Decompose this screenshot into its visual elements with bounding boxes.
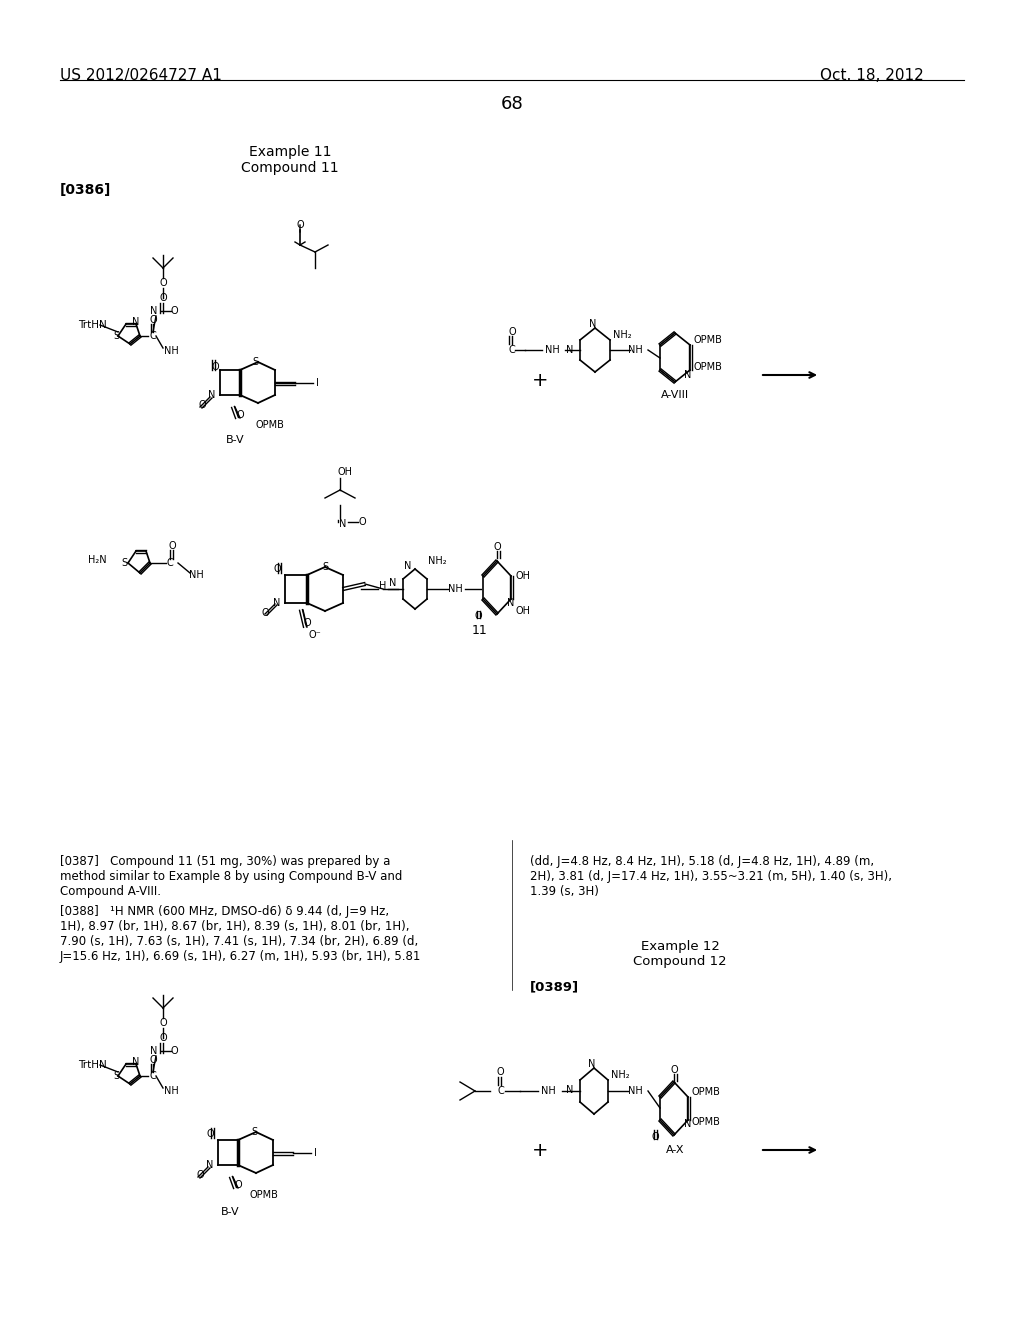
Text: O: O <box>651 1133 658 1142</box>
Text: O: O <box>508 327 516 337</box>
Text: O: O <box>273 564 281 574</box>
Text: N: N <box>507 598 515 609</box>
Text: N: N <box>132 1057 139 1067</box>
Text: N: N <box>151 306 158 315</box>
Text: NH: NH <box>628 1086 642 1096</box>
Text: O: O <box>358 517 366 527</box>
Text: N: N <box>132 317 139 327</box>
Text: O: O <box>296 220 304 230</box>
Text: O: O <box>159 293 167 304</box>
Text: O: O <box>237 411 244 420</box>
Text: 11: 11 <box>472 623 487 636</box>
Text: N: N <box>273 598 281 609</box>
Text: N: N <box>389 578 396 587</box>
Text: Example 11
Compound 11: Example 11 Compound 11 <box>242 145 339 176</box>
Text: S: S <box>252 356 258 367</box>
Text: (dd, J=4.8 Hz, 8.4 Hz, 1H), 5.18 (d, J=4.8 Hz, 1H), 4.89 (m,
2H), 3.81 (d, J=17.: (dd, J=4.8 Hz, 8.4 Hz, 1H), 5.18 (d, J=4… <box>530 855 892 898</box>
Text: TrtHN: TrtHN <box>78 319 106 330</box>
Text: O: O <box>303 618 311 628</box>
Text: O: O <box>159 1018 167 1028</box>
Text: O: O <box>494 543 501 552</box>
Text: NH: NH <box>188 570 204 579</box>
Text: I: I <box>315 378 318 388</box>
Text: N: N <box>589 1059 596 1069</box>
Text: OPMB: OPMB <box>250 1191 279 1200</box>
Text: H: H <box>379 581 387 591</box>
Text: S: S <box>113 1071 119 1081</box>
Text: O: O <box>168 541 176 550</box>
Text: N: N <box>404 561 412 572</box>
Text: N: N <box>206 1160 214 1170</box>
Text: Oct. 18, 2012: Oct. 18, 2012 <box>820 69 924 83</box>
Text: TrtHN: TrtHN <box>78 1060 106 1071</box>
Text: O: O <box>206 1129 214 1139</box>
Text: O: O <box>670 1065 678 1074</box>
Text: NH: NH <box>164 346 178 356</box>
Text: +: + <box>531 1140 548 1159</box>
Text: [0387]   Compound 11 (51 mg, 30%) was prepared by a
method similar to Example 8 : [0387] Compound 11 (51 mg, 30%) was prep… <box>60 855 402 898</box>
Text: NH₂: NH₂ <box>428 556 446 566</box>
Text: 68: 68 <box>501 95 523 114</box>
Text: C: C <box>167 558 173 568</box>
Text: Example 12
Compound 12: Example 12 Compound 12 <box>633 940 727 968</box>
Text: S: S <box>251 1127 257 1137</box>
Text: I: I <box>313 1148 316 1158</box>
Text: C: C <box>498 1086 505 1096</box>
Text: OPMB: OPMB <box>693 335 722 345</box>
Text: O: O <box>159 1034 167 1043</box>
Text: OH: OH <box>515 606 530 616</box>
Text: O: O <box>170 1045 178 1056</box>
Text: NH: NH <box>541 1086 555 1096</box>
Text: OPMB: OPMB <box>693 362 722 372</box>
Text: N: N <box>590 319 597 329</box>
Text: B-V: B-V <box>225 436 245 445</box>
Text: O: O <box>261 609 269 618</box>
Text: O⁻: O⁻ <box>308 630 322 640</box>
Text: NH: NH <box>628 345 642 355</box>
Text: N: N <box>339 519 347 529</box>
Text: H₂N: H₂N <box>88 554 106 565</box>
Text: B-V: B-V <box>221 1206 240 1217</box>
Text: NH: NH <box>447 583 463 594</box>
Text: OH: OH <box>515 572 530 581</box>
Text: N: N <box>208 389 216 400</box>
Text: +: + <box>531 371 548 389</box>
Text: C: C <box>150 331 157 341</box>
Text: C: C <box>509 345 515 355</box>
Text: OPMB: OPMB <box>692 1117 721 1127</box>
Text: OPMB: OPMB <box>692 1086 721 1097</box>
Text: NH₂: NH₂ <box>611 1071 630 1080</box>
Text: N: N <box>566 345 573 355</box>
Text: S: S <box>113 331 119 341</box>
Text: O: O <box>211 362 219 372</box>
Text: N: N <box>684 370 691 380</box>
Text: O: O <box>497 1067 504 1077</box>
Text: O: O <box>199 400 206 411</box>
Text: N: N <box>151 1045 158 1056</box>
Text: C: C <box>150 1071 157 1081</box>
Text: NH₂: NH₂ <box>613 330 632 341</box>
Text: OH: OH <box>338 467 352 477</box>
Text: OPMB: OPMB <box>255 420 284 430</box>
Text: [0388]   ¹H NMR (600 MHz, DMSO-d6) δ 9.44 (d, J=9 Hz,
1H), 8.97 (br, 1H), 8.67 (: [0388] ¹H NMR (600 MHz, DMSO-d6) δ 9.44 … <box>60 906 421 964</box>
Text: NH: NH <box>545 345 559 355</box>
Text: O: O <box>150 315 157 325</box>
Text: O: O <box>150 1055 157 1065</box>
Text: O: O <box>234 1180 242 1191</box>
Text: S: S <box>121 558 127 568</box>
Text: O: O <box>474 611 482 620</box>
Text: NH: NH <box>164 1086 178 1096</box>
Text: [0386]: [0386] <box>60 183 112 197</box>
Text: O: O <box>159 279 167 288</box>
Text: O: O <box>170 306 178 315</box>
Text: US 2012/0264727 A1: US 2012/0264727 A1 <box>60 69 222 83</box>
Text: A-VIII: A-VIII <box>660 389 689 400</box>
Text: N: N <box>684 1119 691 1129</box>
Text: [0389]: [0389] <box>530 979 580 993</box>
Text: A-X: A-X <box>666 1144 684 1155</box>
Text: S: S <box>322 562 328 572</box>
Text: O: O <box>197 1170 204 1180</box>
Text: N: N <box>566 1085 573 1096</box>
